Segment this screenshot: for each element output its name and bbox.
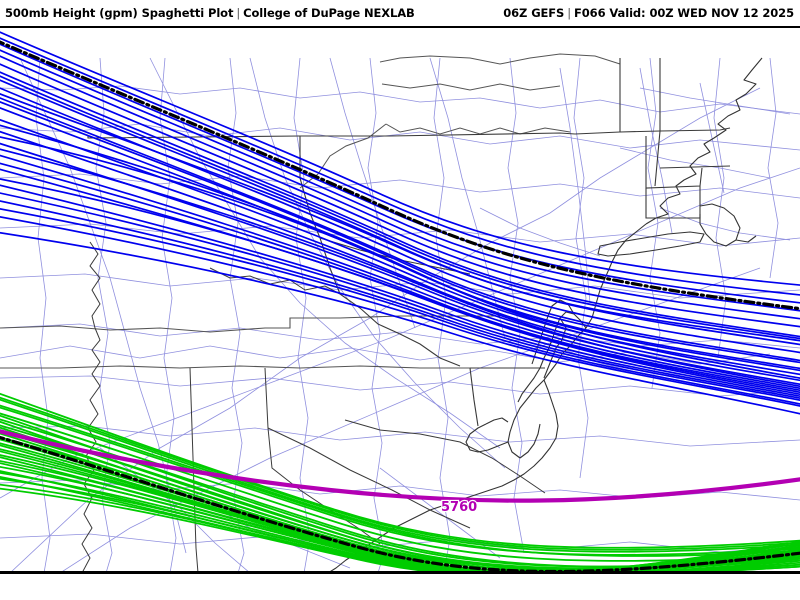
valid-time-label: Valid: 00Z WED NOV 12 2025 xyxy=(609,6,794,20)
header-separator-1: | xyxy=(236,6,241,20)
ensemble-mean-5760 xyxy=(0,435,800,571)
header-right-group: 06Z GEFS | F066 Valid: 00Z WED NOV 12 2025 xyxy=(503,0,794,26)
product-title: 500mb Height (gpm) Spaghetti Plot xyxy=(5,6,234,20)
footer-margin xyxy=(0,574,800,600)
blue-ensemble-members xyxy=(0,31,800,415)
map-canvas[interactable]: 5760 xyxy=(0,28,800,573)
header-separator-2: | xyxy=(567,6,572,20)
header-left-group: 500mb Height (gpm) Spaghetti Plot | Colleg… xyxy=(5,0,415,26)
state-border-layer xyxy=(0,53,731,571)
forecast-hour-label: F066 xyxy=(574,6,606,20)
operational-contour-5760 xyxy=(0,429,800,503)
green-ensemble-members xyxy=(0,392,800,571)
map-frame[interactable]: 5760 xyxy=(0,26,800,574)
plot-header: 500mb Height (gpm) Spaghetti Plot | Colleg… xyxy=(0,0,800,26)
ensemble-mean-5460 xyxy=(0,40,800,311)
contour-label-5760: 5760 xyxy=(441,500,477,515)
model-cycle-label: 06Z GEFS xyxy=(503,6,565,20)
data-source-label: College of DuPage NEXLAB xyxy=(243,6,415,20)
